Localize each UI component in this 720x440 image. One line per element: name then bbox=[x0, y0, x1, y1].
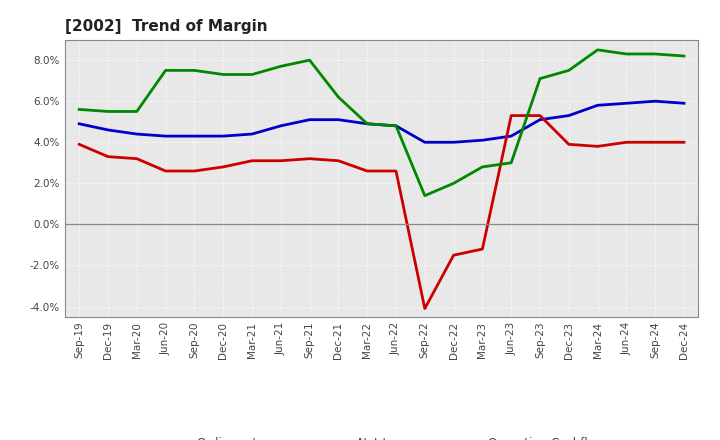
Ordinary Income bbox=[449, 139, 458, 145]
Operating Cashflow bbox=[104, 109, 112, 114]
Net Income bbox=[190, 169, 199, 174]
Ordinary Income bbox=[132, 132, 141, 137]
Ordinary Income bbox=[536, 117, 544, 122]
Ordinary Income bbox=[75, 121, 84, 126]
Operating Cashflow bbox=[161, 68, 170, 73]
Ordinary Income bbox=[680, 101, 688, 106]
Net Income bbox=[420, 306, 429, 311]
Net Income bbox=[651, 139, 660, 145]
Net Income bbox=[276, 158, 285, 163]
Net Income bbox=[507, 113, 516, 118]
Ordinary Income bbox=[392, 123, 400, 128]
Ordinary Income bbox=[507, 133, 516, 139]
Net Income bbox=[392, 169, 400, 174]
Ordinary Income bbox=[305, 117, 314, 122]
Operating Cashflow bbox=[420, 193, 429, 198]
Net Income bbox=[449, 253, 458, 258]
Net Income bbox=[104, 154, 112, 159]
Operating Cashflow bbox=[248, 72, 256, 77]
Net Income bbox=[680, 139, 688, 145]
Net Income bbox=[248, 158, 256, 163]
Net Income bbox=[478, 246, 487, 252]
Operating Cashflow bbox=[190, 68, 199, 73]
Text: [2002]  Trend of Margin: [2002] Trend of Margin bbox=[65, 19, 267, 34]
Ordinary Income bbox=[593, 103, 602, 108]
Net Income bbox=[161, 169, 170, 174]
Operating Cashflow bbox=[219, 72, 228, 77]
Ordinary Income bbox=[420, 139, 429, 145]
Line: Operating Cashflow: Operating Cashflow bbox=[79, 50, 684, 196]
Operating Cashflow bbox=[334, 95, 343, 100]
Ordinary Income bbox=[334, 117, 343, 122]
Net Income bbox=[363, 169, 372, 174]
Operating Cashflow bbox=[478, 164, 487, 169]
Legend: Ordinary Income, Net Income, Operating Cashflow: Ordinary Income, Net Income, Operating C… bbox=[153, 433, 610, 440]
Ordinary Income bbox=[622, 101, 631, 106]
Ordinary Income bbox=[161, 133, 170, 139]
Operating Cashflow bbox=[593, 47, 602, 52]
Net Income bbox=[564, 142, 573, 147]
Operating Cashflow bbox=[507, 160, 516, 165]
Operating Cashflow bbox=[622, 51, 631, 57]
Net Income bbox=[305, 156, 314, 161]
Net Income bbox=[75, 142, 84, 147]
Net Income bbox=[536, 113, 544, 118]
Ordinary Income bbox=[219, 133, 228, 139]
Line: Net Income: Net Income bbox=[79, 116, 684, 308]
Operating Cashflow bbox=[276, 64, 285, 69]
Operating Cashflow bbox=[651, 51, 660, 57]
Net Income bbox=[593, 144, 602, 149]
Ordinary Income bbox=[276, 123, 285, 128]
Net Income bbox=[219, 164, 228, 169]
Ordinary Income bbox=[104, 127, 112, 132]
Operating Cashflow bbox=[75, 107, 84, 112]
Net Income bbox=[132, 156, 141, 161]
Operating Cashflow bbox=[132, 109, 141, 114]
Operating Cashflow bbox=[449, 181, 458, 186]
Ordinary Income bbox=[248, 132, 256, 137]
Operating Cashflow bbox=[564, 68, 573, 73]
Operating Cashflow bbox=[680, 53, 688, 59]
Ordinary Income bbox=[564, 113, 573, 118]
Ordinary Income bbox=[478, 138, 487, 143]
Operating Cashflow bbox=[392, 123, 400, 128]
Operating Cashflow bbox=[363, 121, 372, 126]
Ordinary Income bbox=[363, 121, 372, 126]
Net Income bbox=[334, 158, 343, 163]
Operating Cashflow bbox=[305, 58, 314, 63]
Net Income bbox=[622, 139, 631, 145]
Ordinary Income bbox=[651, 99, 660, 104]
Line: Ordinary Income: Ordinary Income bbox=[79, 101, 684, 142]
Operating Cashflow bbox=[536, 76, 544, 81]
Ordinary Income bbox=[190, 133, 199, 139]
